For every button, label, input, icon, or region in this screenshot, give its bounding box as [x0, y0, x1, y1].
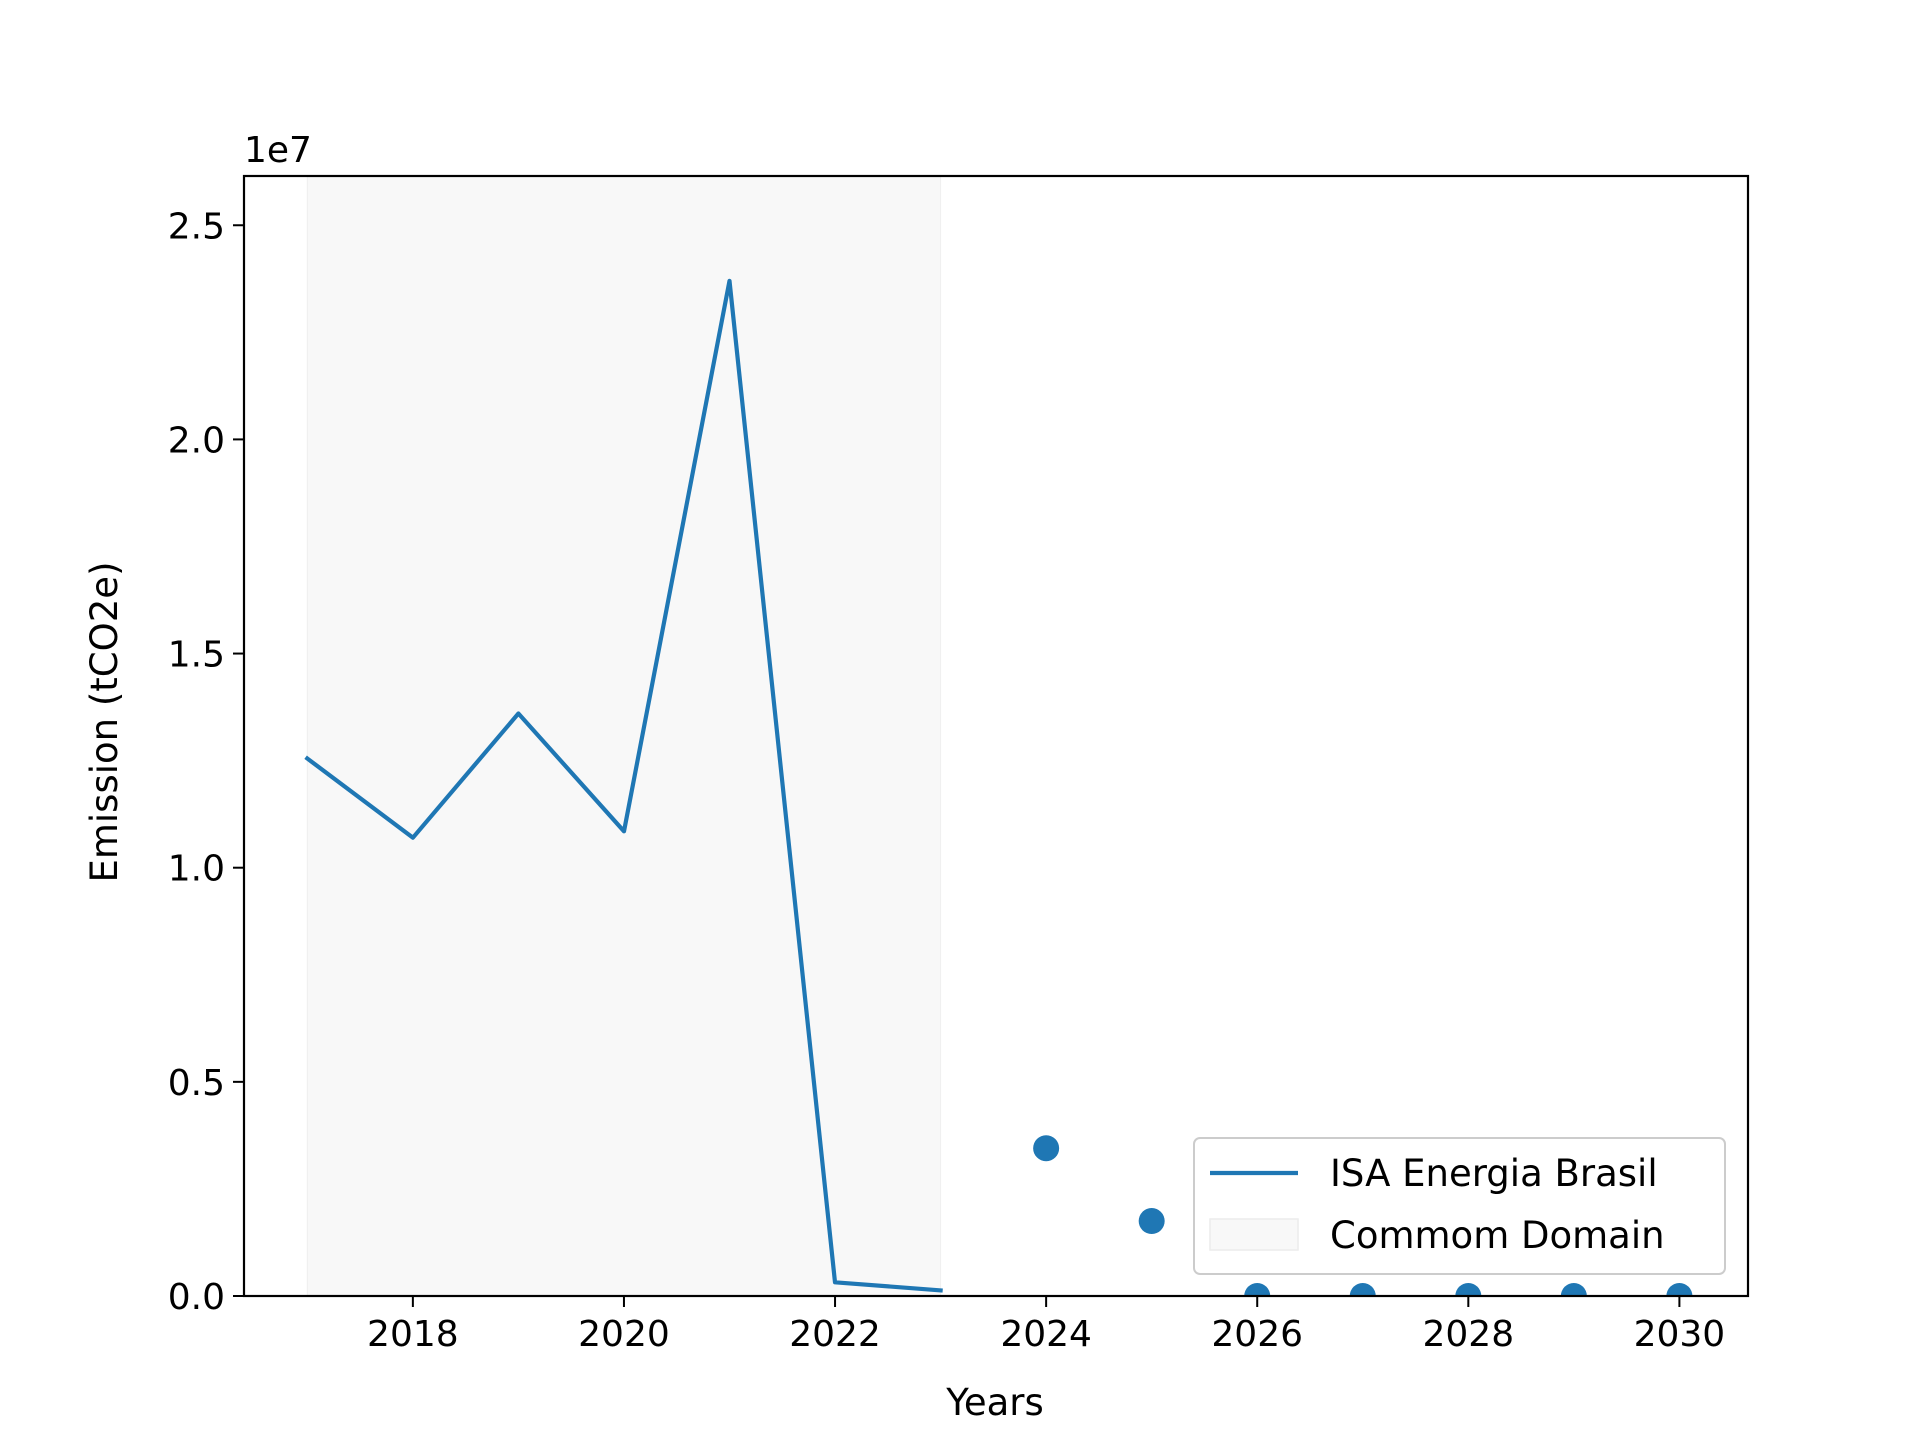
forecast-point — [1455, 1283, 1482, 1296]
y-tick-label: 1.5 — [168, 635, 225, 676]
forecast-point — [1666, 1283, 1693, 1296]
forecast-point — [1244, 1283, 1271, 1296]
x-tick-label: 2030 — [1634, 1314, 1726, 1355]
y-tick-label: 0.0 — [168, 1277, 225, 1318]
legend-label-isa-energia-brasil: ISA Energia Brasil — [1330, 1152, 1658, 1195]
axes: 2018 2020 2022 2024 2026 2028 2030 0.0 0.5 1.0 1.5… — [168, 174, 1750, 1355]
x-axis-title: Years — [945, 1381, 1044, 1424]
x-tick-label: 2024 — [1000, 1314, 1092, 1355]
forecast-point — [1560, 1283, 1587, 1296]
forecast-point — [1138, 1208, 1165, 1235]
y-tick-label: 2.0 — [168, 420, 225, 461]
legend-span-swatch — [1209, 1218, 1299, 1251]
legend: ISA Energia Brasil Commom Domain — [1193, 1137, 1726, 1275]
forecast-point — [1349, 1283, 1376, 1296]
y-tick-label: 2.5 — [168, 206, 225, 247]
plot-area — [304, 175, 1693, 1297]
axes-frame — [242, 174, 1750, 1298]
series-line-isa-energia-brasil — [304, 278, 943, 1293]
x-tick-label: 2018 — [367, 1314, 459, 1355]
y-tick-label: 0.5 — [168, 1063, 225, 1104]
common-domain-span — [306, 175, 942, 1297]
y-tick-label: 1.0 — [168, 849, 225, 890]
y-axis-title: Emission (tCO2e) — [83, 561, 126, 882]
x-tick-label: 2020 — [578, 1314, 670, 1355]
forecast-point — [1033, 1135, 1060, 1162]
y-offset-label: 1e7 — [244, 130, 312, 171]
legend-label-common-domain: Commom Domain — [1330, 1214, 1665, 1257]
x-tick-label: 2022 — [789, 1314, 881, 1355]
x-tick-label: 2026 — [1211, 1314, 1303, 1355]
legend-box — [1193, 1137, 1726, 1275]
series-group — [304, 278, 1693, 1296]
x-tick-label: 2028 — [1422, 1314, 1514, 1355]
